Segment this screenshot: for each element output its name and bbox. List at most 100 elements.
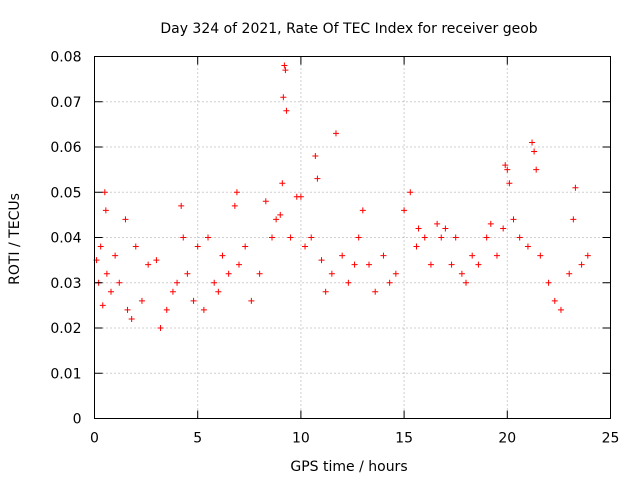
data-point bbox=[112, 252, 119, 259]
data-point bbox=[256, 270, 263, 277]
data-point bbox=[312, 153, 319, 160]
data-point bbox=[279, 180, 286, 187]
data-point bbox=[248, 297, 255, 304]
data-point bbox=[277, 211, 284, 218]
data-point bbox=[101, 189, 108, 196]
y-tick-label: 0.03 bbox=[50, 276, 81, 292]
data-point bbox=[359, 207, 366, 214]
data-point bbox=[434, 220, 441, 227]
data-point bbox=[500, 225, 507, 232]
data-point bbox=[516, 234, 523, 241]
data-point bbox=[322, 288, 329, 295]
data-point bbox=[282, 67, 289, 74]
x-tick-label: 0 bbox=[90, 431, 99, 447]
x-tick-label: 5 bbox=[193, 431, 202, 447]
data-point bbox=[281, 62, 288, 69]
data-point bbox=[180, 234, 187, 241]
data-point bbox=[529, 139, 536, 146]
data-point bbox=[438, 234, 445, 241]
y-tick-label: 0.01 bbox=[50, 366, 81, 382]
data-point bbox=[407, 189, 414, 196]
y-tick-label: 0.08 bbox=[50, 50, 81, 66]
data-point bbox=[283, 107, 290, 114]
data-point bbox=[269, 234, 276, 241]
data-point bbox=[157, 325, 164, 331]
data-point bbox=[427, 261, 434, 268]
x-axis-label: GPS time / hours bbox=[290, 459, 407, 475]
data-point bbox=[273, 216, 280, 223]
data-point bbox=[401, 207, 408, 214]
plot-frame bbox=[94, 56, 611, 419]
data-point bbox=[287, 234, 294, 241]
data-point bbox=[205, 234, 212, 241]
data-point bbox=[219, 252, 226, 259]
data-point bbox=[380, 252, 387, 259]
data-point bbox=[584, 252, 591, 259]
data-point bbox=[124, 306, 131, 313]
data-point bbox=[122, 216, 129, 223]
data-point bbox=[153, 257, 160, 264]
data-point bbox=[493, 252, 500, 259]
y-tick-label: 0.02 bbox=[50, 321, 81, 337]
grid-lines bbox=[94, 56, 611, 419]
data-point bbox=[533, 166, 540, 173]
chart-title: Day 324 of 2021, Rate Of TEC Index for r… bbox=[160, 21, 537, 37]
data-point bbox=[302, 243, 309, 250]
data-point bbox=[386, 279, 393, 286]
data-point bbox=[102, 207, 109, 214]
data-point bbox=[345, 279, 352, 286]
data-point bbox=[108, 288, 115, 295]
data-point bbox=[355, 234, 362, 241]
y-tick-label: 0 bbox=[73, 412, 82, 428]
data-point bbox=[128, 315, 135, 322]
data-point bbox=[442, 225, 449, 232]
data-point bbox=[475, 261, 482, 268]
data-point bbox=[225, 270, 232, 277]
data-point bbox=[308, 234, 315, 241]
data-point bbox=[231, 202, 238, 209]
data-point bbox=[116, 279, 123, 286]
data-point bbox=[332, 130, 339, 137]
x-tick-label: 20 bbox=[498, 431, 516, 447]
data-point bbox=[318, 257, 325, 264]
y-tick-label: 0.05 bbox=[50, 185, 81, 201]
data-point bbox=[572, 184, 579, 191]
data-point bbox=[200, 306, 207, 313]
data-point bbox=[506, 180, 513, 187]
data-point bbox=[483, 234, 490, 241]
data-point bbox=[566, 270, 573, 277]
data-point bbox=[458, 270, 465, 277]
data-point bbox=[557, 306, 564, 313]
data-point bbox=[215, 288, 222, 295]
data-point bbox=[174, 279, 181, 286]
data-point bbox=[297, 193, 304, 200]
data-point bbox=[169, 288, 176, 295]
x-tick-label: 10 bbox=[292, 431, 310, 447]
data-point bbox=[366, 261, 373, 268]
data-point bbox=[392, 270, 399, 277]
data-point bbox=[545, 279, 552, 286]
data-point bbox=[184, 270, 191, 277]
data-point bbox=[314, 175, 321, 182]
data-point bbox=[502, 162, 509, 169]
data-point bbox=[524, 243, 531, 250]
data-points bbox=[93, 62, 591, 331]
y-axis-label: ROTI / TECUs bbox=[7, 193, 23, 285]
axes: 0 0.01 0.02 0.03 0.04 0.05 0.06 0.07 0.08 0 5 10 15 2… bbox=[50, 50, 619, 447]
data-point bbox=[190, 297, 197, 304]
data-point bbox=[421, 234, 428, 241]
data-point bbox=[510, 216, 517, 223]
data-point bbox=[97, 243, 104, 250]
data-point bbox=[452, 234, 459, 241]
data-point bbox=[262, 198, 269, 205]
data-point bbox=[233, 189, 240, 196]
data-point bbox=[138, 297, 145, 304]
data-point bbox=[235, 261, 242, 268]
data-point bbox=[415, 225, 422, 232]
data-point bbox=[504, 166, 511, 173]
data-point bbox=[242, 243, 249, 250]
data-point bbox=[463, 279, 470, 286]
data-point bbox=[145, 261, 152, 268]
x-tick-label: 15 bbox=[395, 431, 413, 447]
